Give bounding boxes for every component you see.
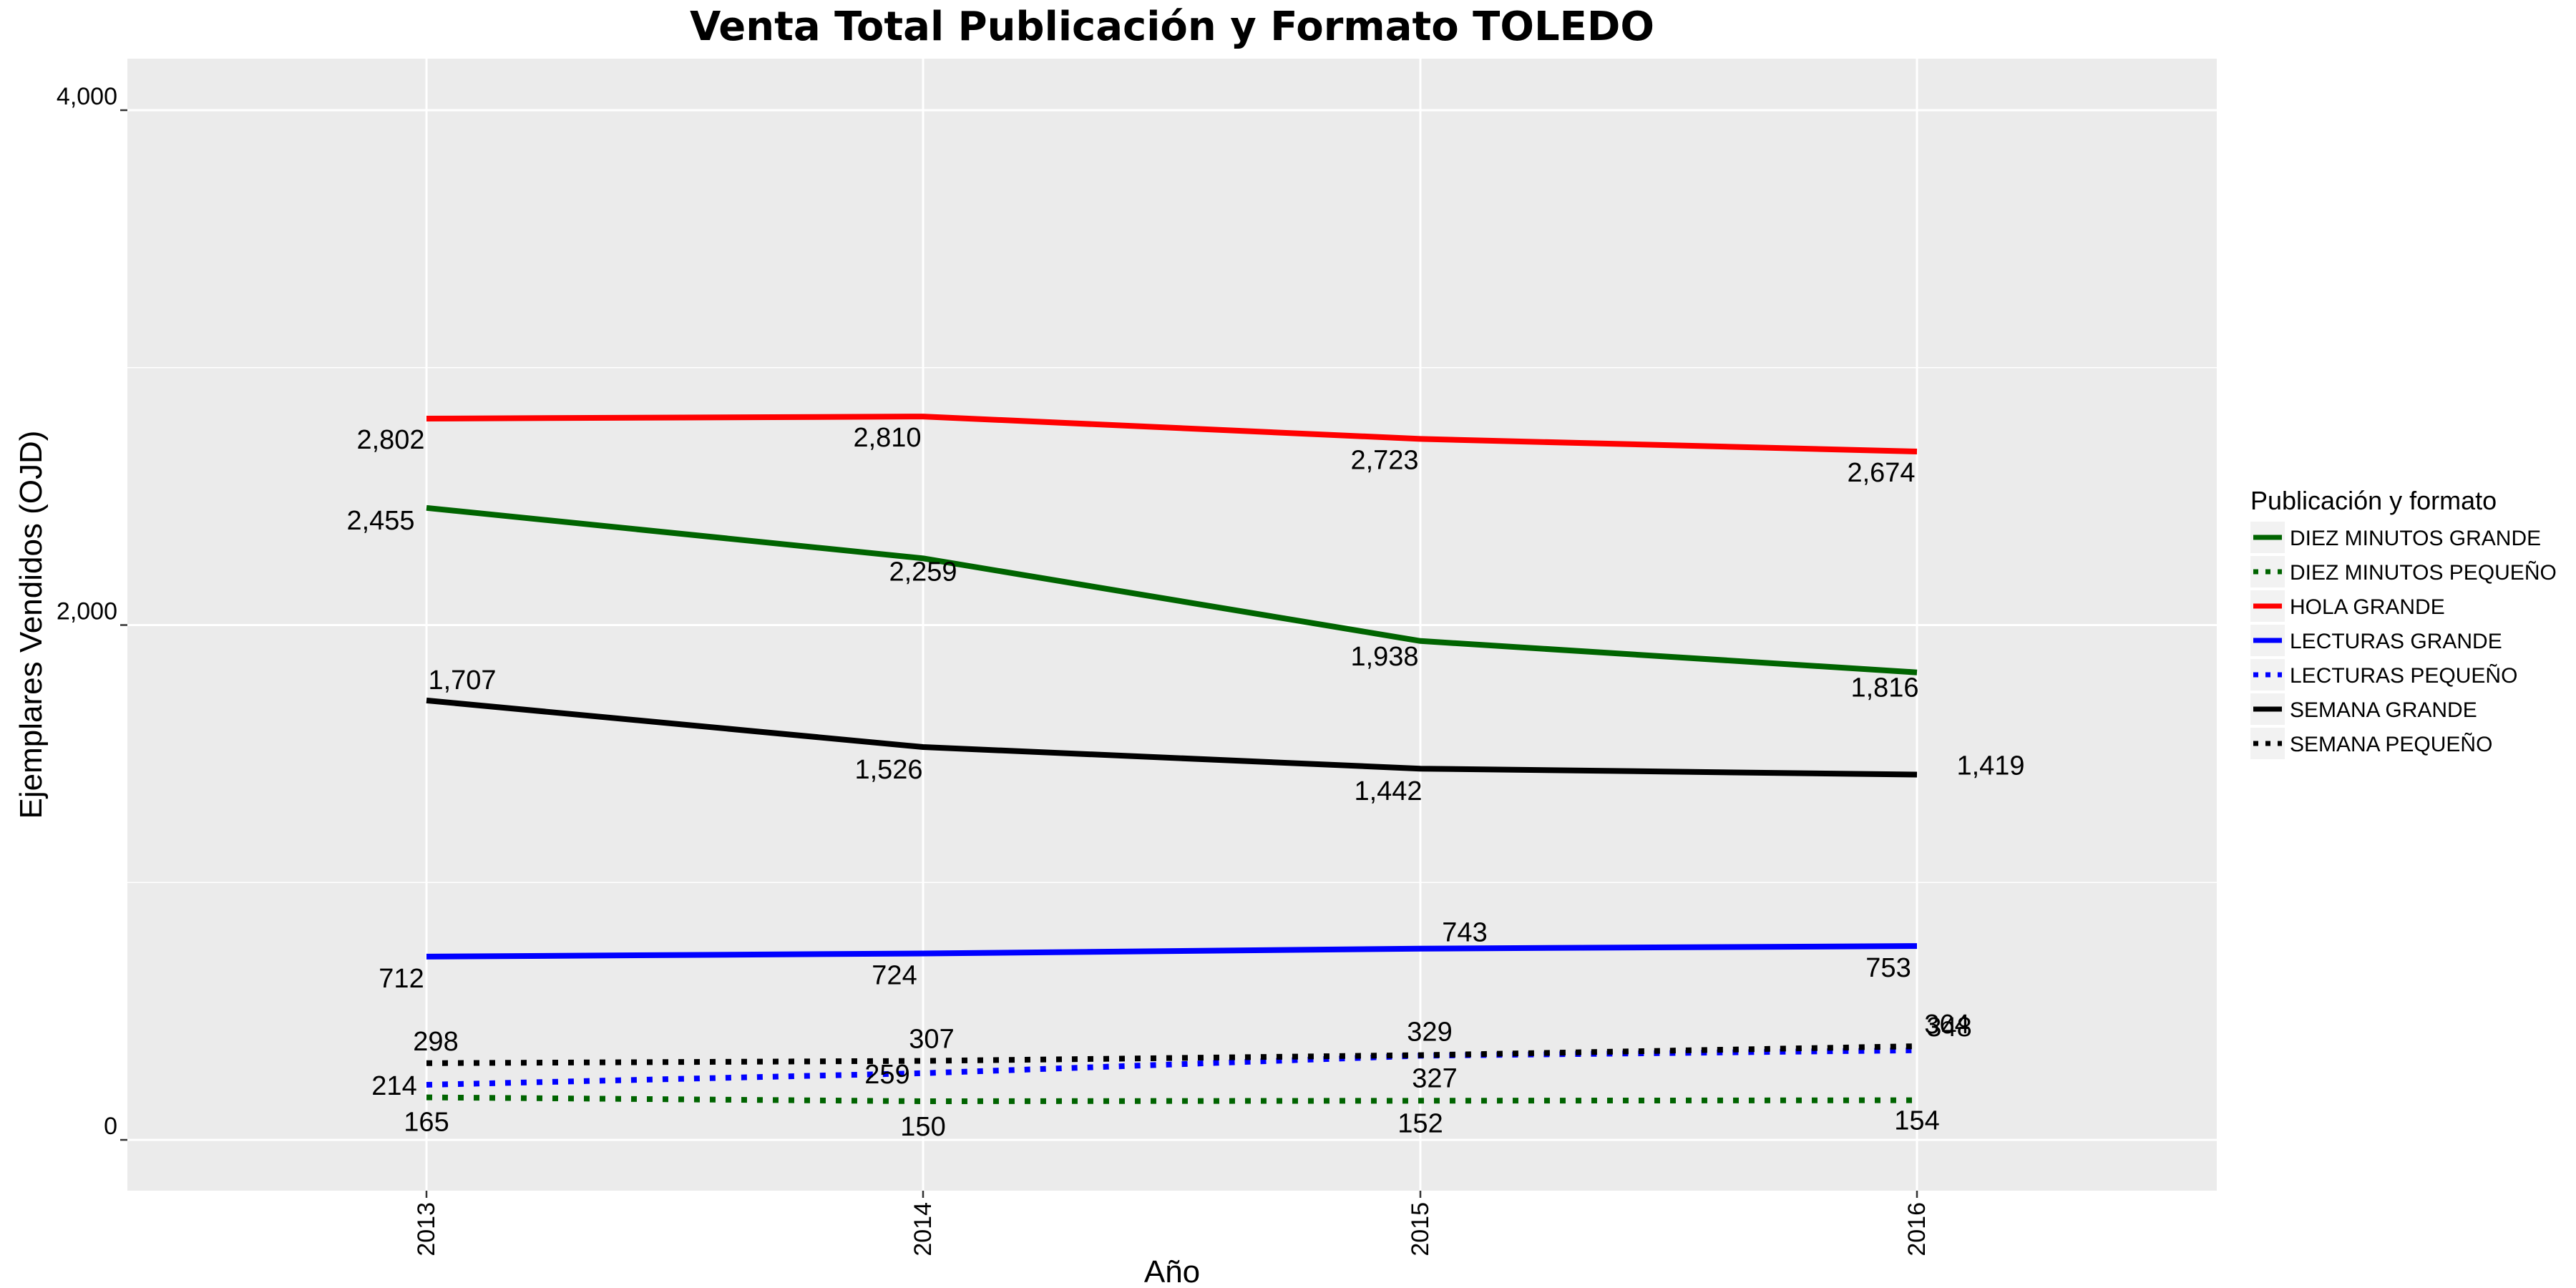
legend-label: HOLA GRANDE bbox=[2290, 595, 2445, 619]
x-tick-label: 2013 bbox=[413, 1202, 440, 1257]
data-label: 712 bbox=[379, 964, 424, 994]
y-tick-label: 4,000 bbox=[57, 83, 117, 110]
legend-item: SEMANA PEQUEÑO bbox=[2250, 728, 2492, 759]
data-label: 1,938 bbox=[1350, 642, 1418, 672]
data-label: 2,802 bbox=[356, 425, 424, 455]
legend-label: DIEZ MINUTOS GRANDE bbox=[2290, 527, 2541, 550]
x-axis-title: Año bbox=[1144, 1254, 1200, 1288]
data-label: 2,259 bbox=[889, 557, 957, 587]
y-axis-title: Ejemplares Vendidos (OJD) bbox=[14, 431, 49, 819]
data-label: 2,674 bbox=[1847, 458, 1915, 488]
y-tick-label: 0 bbox=[104, 1113, 117, 1140]
data-label: 165 bbox=[404, 1108, 449, 1138]
legend-item: LECTURAS GRANDE bbox=[2250, 625, 2502, 656]
legend-label: SEMANA PEQUEÑO bbox=[2290, 732, 2492, 756]
y-axis: 0 2,000 4,000 bbox=[57, 83, 127, 1141]
series-line bbox=[426, 943, 1918, 960]
series-line bbox=[426, 504, 1918, 675]
data-label: 348 bbox=[1926, 1013, 1971, 1043]
data-label: 1,419 bbox=[1956, 751, 2024, 781]
series-line bbox=[426, 414, 1918, 454]
data-label: 150 bbox=[900, 1112, 945, 1142]
data-label: 2,810 bbox=[853, 423, 921, 453]
data-labels: 2,455 2,259 1,938 1,816 165 150 152 154 2,802 2,8… bbox=[346, 423, 2024, 1142]
legend-item: SEMANA GRANDE bbox=[2250, 693, 2477, 725]
data-label: 1,816 bbox=[1850, 673, 1918, 703]
series-line bbox=[426, 1043, 1918, 1066]
data-label: 214 bbox=[371, 1071, 416, 1101]
data-label: 298 bbox=[413, 1027, 458, 1057]
legend-label: DIEZ MINUTOS PEQUEÑO bbox=[2290, 560, 2557, 585]
legend-label: LECTURAS PEQUEÑO bbox=[2290, 663, 2517, 688]
gridlines bbox=[127, 59, 2217, 1191]
data-label: 1,526 bbox=[854, 755, 922, 785]
data-label: 2,723 bbox=[1350, 445, 1418, 475]
data-label: 259 bbox=[864, 1060, 909, 1090]
data-label: 753 bbox=[1865, 953, 1911, 983]
series-line bbox=[426, 1094, 1918, 1104]
legend-title: Publicación y formato bbox=[2250, 486, 2497, 515]
x-axis: 2013 2014 2015 2016 bbox=[413, 1191, 1931, 1257]
data-label: 329 bbox=[1407, 1018, 1452, 1048]
legend-item: HOLA GRANDE bbox=[2250, 590, 2445, 622]
legend-label: SEMANA GRANDE bbox=[2290, 698, 2477, 722]
legend: Publicación y formato DIEZ MINUTOS GRAND… bbox=[2250, 486, 2557, 759]
series-line bbox=[426, 697, 1918, 778]
legend-item: DIEZ MINUTOS PEQUEÑO bbox=[2250, 556, 2557, 587]
legend-item: LECTURAS PEQUEÑO bbox=[2250, 659, 2517, 691]
x-tick-label: 2015 bbox=[1407, 1202, 1434, 1257]
chart-title: Venta Total Publicación y Formato TOLEDO bbox=[690, 4, 1654, 50]
data-label: 724 bbox=[872, 961, 917, 991]
data-label: 2,455 bbox=[346, 506, 414, 536]
series-lines bbox=[426, 414, 1918, 1104]
data-label: 743 bbox=[1442, 918, 1487, 948]
y-tick-label: 2,000 bbox=[57, 598, 117, 625]
data-label: 1,442 bbox=[1354, 776, 1422, 806]
data-label: 307 bbox=[909, 1025, 954, 1055]
series-line bbox=[426, 1047, 1918, 1088]
data-label: 364 bbox=[1924, 1010, 1969, 1040]
x-tick-label: 2016 bbox=[1903, 1202, 1931, 1257]
legend-item: DIEZ MINUTOS GRANDE bbox=[2250, 522, 2541, 553]
data-label: 1,707 bbox=[428, 665, 496, 696]
data-label: 327 bbox=[1412, 1063, 1457, 1093]
data-label: 152 bbox=[1397, 1108, 1443, 1138]
data-label: 154 bbox=[1894, 1106, 1939, 1136]
legend-label: LECTURAS GRANDE bbox=[2290, 630, 2502, 653]
x-tick-label: 2014 bbox=[909, 1202, 937, 1257]
